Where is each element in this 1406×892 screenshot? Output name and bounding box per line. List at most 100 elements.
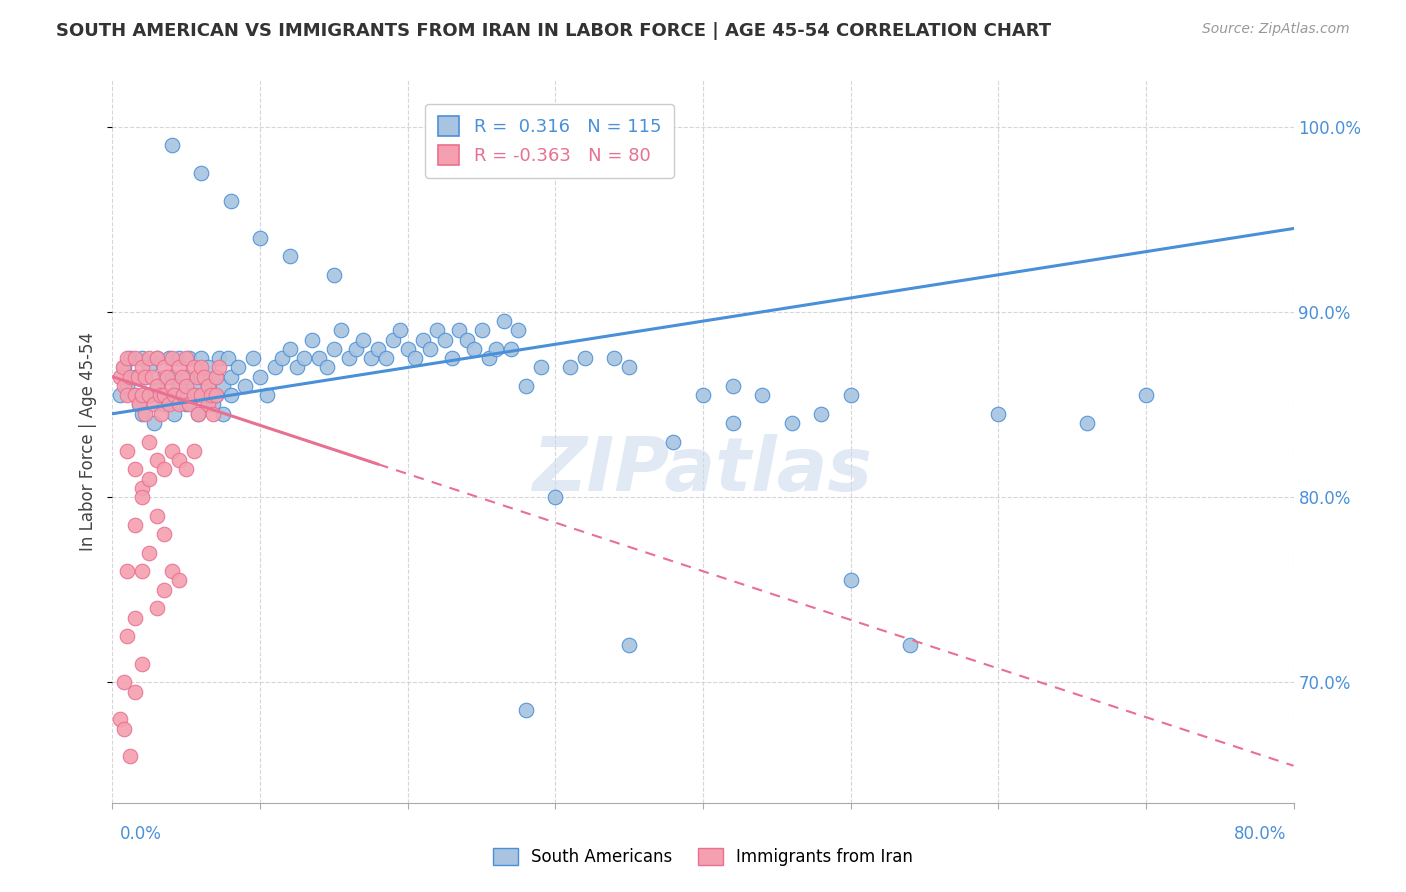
Point — [278, 342, 301, 356]
Point — [515, 703, 537, 717]
Point — [186, 369, 208, 384]
Point — [138, 351, 160, 366]
Point — [174, 462, 197, 476]
Point — [217, 351, 239, 366]
Point — [112, 379, 135, 393]
Point — [153, 462, 176, 476]
Point — [131, 407, 153, 421]
Point — [160, 138, 183, 153]
Legend: R =  0.316   N = 115, R = -0.363   N = 80: R = 0.316 N = 115, R = -0.363 N = 80 — [425, 103, 673, 178]
Point — [183, 443, 205, 458]
Point — [134, 369, 156, 384]
Point — [128, 397, 150, 411]
Point — [197, 397, 219, 411]
Point — [167, 453, 190, 467]
Point — [219, 369, 242, 384]
Point — [396, 342, 419, 356]
Point — [193, 388, 215, 402]
Point — [187, 407, 209, 421]
Point — [249, 369, 271, 384]
Point — [150, 407, 173, 421]
Point — [138, 546, 160, 560]
Point — [179, 351, 201, 366]
Legend: South Americans, Immigrants from Iran: South Americans, Immigrants from Iran — [486, 841, 920, 873]
Point — [167, 397, 190, 411]
Point — [163, 388, 186, 402]
Point — [174, 397, 197, 411]
Point — [167, 360, 190, 375]
Y-axis label: In Labor Force | Age 45-54: In Labor Force | Age 45-54 — [79, 332, 97, 551]
Point — [574, 351, 596, 366]
Point — [112, 722, 135, 736]
Point — [131, 388, 153, 402]
Point — [117, 443, 138, 458]
Point — [146, 351, 169, 366]
Point — [692, 388, 714, 402]
Point — [124, 388, 146, 402]
Point — [278, 249, 301, 263]
Point — [470, 323, 494, 337]
Point — [382, 333, 405, 347]
Point — [117, 388, 138, 402]
Point — [160, 379, 183, 393]
Point — [201, 397, 224, 411]
Point — [153, 360, 176, 375]
Point — [315, 360, 337, 375]
Point — [112, 675, 135, 690]
Text: 0.0%: 0.0% — [120, 825, 162, 843]
Point — [271, 351, 294, 366]
Point — [367, 342, 389, 356]
Point — [839, 388, 862, 402]
Point — [456, 333, 478, 347]
Point — [157, 397, 180, 411]
Point — [449, 323, 471, 337]
Point — [142, 397, 165, 411]
Point — [167, 379, 190, 393]
Point — [187, 407, 209, 421]
Point — [256, 388, 278, 402]
Point — [117, 351, 138, 366]
Point — [219, 194, 242, 208]
Point — [138, 388, 160, 402]
Point — [146, 508, 169, 523]
Point — [323, 268, 346, 282]
Point — [146, 351, 169, 366]
Point — [190, 388, 212, 402]
Point — [485, 342, 508, 356]
Text: 80.0%: 80.0% — [1234, 825, 1286, 843]
Point — [249, 231, 271, 245]
Point — [352, 333, 374, 347]
Point — [839, 574, 862, 588]
Point — [108, 713, 131, 727]
Point — [529, 360, 551, 375]
Point — [111, 360, 134, 375]
Point — [721, 416, 744, 430]
Point — [183, 360, 205, 375]
Point — [160, 388, 183, 402]
Point — [149, 388, 172, 402]
Point — [330, 323, 353, 337]
Point — [508, 323, 530, 337]
Point — [174, 351, 197, 366]
Point — [721, 379, 744, 393]
Point — [183, 388, 205, 402]
Point — [987, 407, 1010, 421]
Point — [492, 314, 515, 328]
Point — [389, 323, 412, 337]
Point — [233, 379, 256, 393]
Point — [124, 351, 146, 366]
Point — [197, 379, 219, 393]
Point — [131, 360, 153, 375]
Point — [117, 379, 138, 393]
Point — [172, 388, 194, 402]
Point — [478, 351, 501, 366]
Point — [153, 582, 176, 597]
Point — [128, 397, 150, 411]
Point — [160, 443, 183, 458]
Point — [124, 369, 146, 384]
Point — [172, 388, 194, 402]
Point — [292, 351, 315, 366]
Point — [544, 490, 567, 504]
Point — [619, 638, 641, 652]
Point — [404, 351, 426, 366]
